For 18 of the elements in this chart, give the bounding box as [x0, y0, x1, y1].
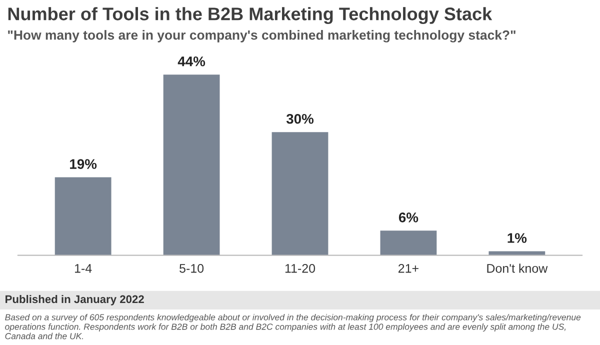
bar — [380, 230, 437, 256]
data-label: 19% — [70, 159, 97, 169]
chart-title: Number of Tools in the B2B Marketing Technology Stack — [8, 7, 492, 24]
bar — [54, 177, 112, 256]
data-label: 6% — [398, 212, 418, 222]
x-tick-label: 1-4 — [75, 264, 92, 273]
x-tick-label: 21+ — [398, 264, 418, 273]
bar — [272, 132, 328, 256]
data-label: 1% — [508, 233, 527, 243]
text: Based on a survey of 605 respondents knowledgeable about or involved in the decision-making process for their company's sales/marketing/revenue operations function. Respondents work for B2B or both B2B and B2C companies with at least 100 employees and are evenly split among the US, Canada and the UK. — [5, 314, 581, 340]
data-label: 30% — [286, 114, 314, 124]
bar — [163, 74, 220, 256]
text: Published in January 2022 — [6, 294, 144, 306]
chart-subtitle: "How many tools are in your company's combined marketing technology stack?" — [8, 30, 516, 42]
x-tick-label: 11-20 — [285, 264, 316, 273]
x-tick-label: 5-10 — [180, 264, 204, 273]
x-tick-label: Don't know — [487, 264, 548, 273]
data-label: 44% — [178, 56, 206, 66]
